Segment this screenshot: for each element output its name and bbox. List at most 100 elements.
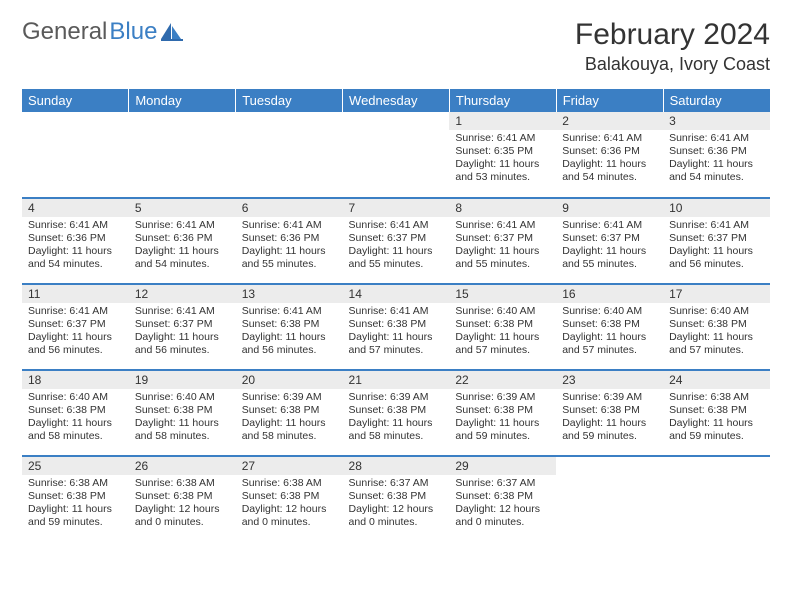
calendar-week: 1Sunrise: 6:41 AMSunset: 6:35 PMDaylight… xyxy=(22,112,770,198)
day-header: Thursday xyxy=(449,89,556,112)
day-header: Friday xyxy=(556,89,663,112)
day-content: Sunrise: 6:37 AMSunset: 6:38 PMDaylight:… xyxy=(343,475,450,534)
calendar-cell: 20Sunrise: 6:39 AMSunset: 6:38 PMDayligh… xyxy=(236,370,343,456)
day-number: 6 xyxy=(236,199,343,217)
day-content: Sunrise: 6:39 AMSunset: 6:38 PMDaylight:… xyxy=(556,389,663,448)
calendar-cell: 24Sunrise: 6:38 AMSunset: 6:38 PMDayligh… xyxy=(663,370,770,456)
day-content: Sunrise: 6:41 AMSunset: 6:36 PMDaylight:… xyxy=(22,217,129,276)
calendar-cell: 22Sunrise: 6:39 AMSunset: 6:38 PMDayligh… xyxy=(449,370,556,456)
day-header: Monday xyxy=(129,89,236,112)
day-number: 14 xyxy=(343,285,450,303)
calendar-cell: 1Sunrise: 6:41 AMSunset: 6:35 PMDaylight… xyxy=(449,112,556,198)
day-number: 28 xyxy=(343,457,450,475)
location: Balakouya, Ivory Coast xyxy=(575,54,770,75)
day-header: Wednesday xyxy=(343,89,450,112)
calendar-week: 25Sunrise: 6:38 AMSunset: 6:38 PMDayligh… xyxy=(22,456,770,542)
calendar-cell: 29Sunrise: 6:37 AMSunset: 6:38 PMDayligh… xyxy=(449,456,556,542)
calendar-cell: 18Sunrise: 6:40 AMSunset: 6:38 PMDayligh… xyxy=(22,370,129,456)
day-number: 1 xyxy=(449,112,556,130)
calendar-cell: 9Sunrise: 6:41 AMSunset: 6:37 PMDaylight… xyxy=(556,198,663,284)
day-content: Sunrise: 6:41 AMSunset: 6:37 PMDaylight:… xyxy=(556,217,663,276)
day-number: 19 xyxy=(129,371,236,389)
logo-sail-icon xyxy=(161,23,183,41)
calendar-cell: 23Sunrise: 6:39 AMSunset: 6:38 PMDayligh… xyxy=(556,370,663,456)
calendar-cell: 14Sunrise: 6:41 AMSunset: 6:38 PMDayligh… xyxy=(343,284,450,370)
calendar-cell xyxy=(663,456,770,542)
day-content: Sunrise: 6:40 AMSunset: 6:38 PMDaylight:… xyxy=(556,303,663,362)
calendar-cell: 10Sunrise: 6:41 AMSunset: 6:37 PMDayligh… xyxy=(663,198,770,284)
calendar-cell: 15Sunrise: 6:40 AMSunset: 6:38 PMDayligh… xyxy=(449,284,556,370)
month-title: February 2024 xyxy=(575,18,770,52)
day-number: 15 xyxy=(449,285,556,303)
calendar-cell xyxy=(343,112,450,198)
day-content: Sunrise: 6:41 AMSunset: 6:37 PMDaylight:… xyxy=(129,303,236,362)
day-content: Sunrise: 6:37 AMSunset: 6:38 PMDaylight:… xyxy=(449,475,556,534)
day-header: Sunday xyxy=(22,89,129,112)
day-number: 7 xyxy=(343,199,450,217)
day-content: Sunrise: 6:41 AMSunset: 6:38 PMDaylight:… xyxy=(236,303,343,362)
calendar-cell: 12Sunrise: 6:41 AMSunset: 6:37 PMDayligh… xyxy=(129,284,236,370)
day-number: 10 xyxy=(663,199,770,217)
day-content: Sunrise: 6:38 AMSunset: 6:38 PMDaylight:… xyxy=(663,389,770,448)
day-number: 17 xyxy=(663,285,770,303)
logo-text-blue: Blue xyxy=(109,18,157,46)
calendar-cell: 2Sunrise: 6:41 AMSunset: 6:36 PMDaylight… xyxy=(556,112,663,198)
day-number: 9 xyxy=(556,199,663,217)
day-number: 22 xyxy=(449,371,556,389)
day-number: 23 xyxy=(556,371,663,389)
day-content: Sunrise: 6:41 AMSunset: 6:35 PMDaylight:… xyxy=(449,130,556,189)
calendar-cell: 11Sunrise: 6:41 AMSunset: 6:37 PMDayligh… xyxy=(22,284,129,370)
day-number: 25 xyxy=(22,457,129,475)
day-content: Sunrise: 6:41 AMSunset: 6:36 PMDaylight:… xyxy=(236,217,343,276)
calendar-cell: 25Sunrise: 6:38 AMSunset: 6:38 PMDayligh… xyxy=(22,456,129,542)
day-number: 27 xyxy=(236,457,343,475)
calendar-cell: 4Sunrise: 6:41 AMSunset: 6:36 PMDaylight… xyxy=(22,198,129,284)
day-content: Sunrise: 6:39 AMSunset: 6:38 PMDaylight:… xyxy=(449,389,556,448)
day-number: 3 xyxy=(663,112,770,130)
logo: GeneralBlue xyxy=(22,18,183,46)
calendar-cell: 7Sunrise: 6:41 AMSunset: 6:37 PMDaylight… xyxy=(343,198,450,284)
day-header: Saturday xyxy=(663,89,770,112)
calendar-week: 18Sunrise: 6:40 AMSunset: 6:38 PMDayligh… xyxy=(22,370,770,456)
day-content: Sunrise: 6:41 AMSunset: 6:37 PMDaylight:… xyxy=(343,217,450,276)
day-content: Sunrise: 6:38 AMSunset: 6:38 PMDaylight:… xyxy=(22,475,129,534)
day-content: Sunrise: 6:41 AMSunset: 6:36 PMDaylight:… xyxy=(556,130,663,189)
day-content: Sunrise: 6:41 AMSunset: 6:37 PMDaylight:… xyxy=(449,217,556,276)
calendar-week: 4Sunrise: 6:41 AMSunset: 6:36 PMDaylight… xyxy=(22,198,770,284)
day-content: Sunrise: 6:40 AMSunset: 6:38 PMDaylight:… xyxy=(663,303,770,362)
calendar-cell xyxy=(236,112,343,198)
day-content: Sunrise: 6:41 AMSunset: 6:36 PMDaylight:… xyxy=(129,217,236,276)
logo-text-gray: General xyxy=(22,18,107,46)
day-content: Sunrise: 6:38 AMSunset: 6:38 PMDaylight:… xyxy=(129,475,236,534)
calendar-cell: 13Sunrise: 6:41 AMSunset: 6:38 PMDayligh… xyxy=(236,284,343,370)
day-content: Sunrise: 6:38 AMSunset: 6:38 PMDaylight:… xyxy=(236,475,343,534)
calendar-cell: 27Sunrise: 6:38 AMSunset: 6:38 PMDayligh… xyxy=(236,456,343,542)
calendar-cell: 16Sunrise: 6:40 AMSunset: 6:38 PMDayligh… xyxy=(556,284,663,370)
day-number: 21 xyxy=(343,371,450,389)
calendar-cell xyxy=(556,456,663,542)
header: GeneralBlue February 2024 Balakouya, Ivo… xyxy=(22,18,770,75)
calendar-cell: 3Sunrise: 6:41 AMSunset: 6:36 PMDaylight… xyxy=(663,112,770,198)
calendar-cell xyxy=(22,112,129,198)
calendar-cell: 17Sunrise: 6:40 AMSunset: 6:38 PMDayligh… xyxy=(663,284,770,370)
day-content: Sunrise: 6:40 AMSunset: 6:38 PMDaylight:… xyxy=(22,389,129,448)
day-header-row: SundayMondayTuesdayWednesdayThursdayFrid… xyxy=(22,89,770,112)
day-content: Sunrise: 6:39 AMSunset: 6:38 PMDaylight:… xyxy=(236,389,343,448)
day-content: Sunrise: 6:40 AMSunset: 6:38 PMDaylight:… xyxy=(129,389,236,448)
day-content: Sunrise: 6:41 AMSunset: 6:36 PMDaylight:… xyxy=(663,130,770,189)
day-content: Sunrise: 6:41 AMSunset: 6:38 PMDaylight:… xyxy=(343,303,450,362)
day-number: 2 xyxy=(556,112,663,130)
day-content: Sunrise: 6:40 AMSunset: 6:38 PMDaylight:… xyxy=(449,303,556,362)
calendar-cell: 21Sunrise: 6:39 AMSunset: 6:38 PMDayligh… xyxy=(343,370,450,456)
day-number: 5 xyxy=(129,199,236,217)
calendar-cell: 8Sunrise: 6:41 AMSunset: 6:37 PMDaylight… xyxy=(449,198,556,284)
title-block: February 2024 Balakouya, Ivory Coast xyxy=(575,18,770,75)
day-number: 8 xyxy=(449,199,556,217)
day-number: 16 xyxy=(556,285,663,303)
calendar-cell: 28Sunrise: 6:37 AMSunset: 6:38 PMDayligh… xyxy=(343,456,450,542)
calendar-cell xyxy=(129,112,236,198)
day-number: 29 xyxy=(449,457,556,475)
calendar-table: SundayMondayTuesdayWednesdayThursdayFrid… xyxy=(22,89,770,542)
day-number: 26 xyxy=(129,457,236,475)
calendar-cell: 26Sunrise: 6:38 AMSunset: 6:38 PMDayligh… xyxy=(129,456,236,542)
